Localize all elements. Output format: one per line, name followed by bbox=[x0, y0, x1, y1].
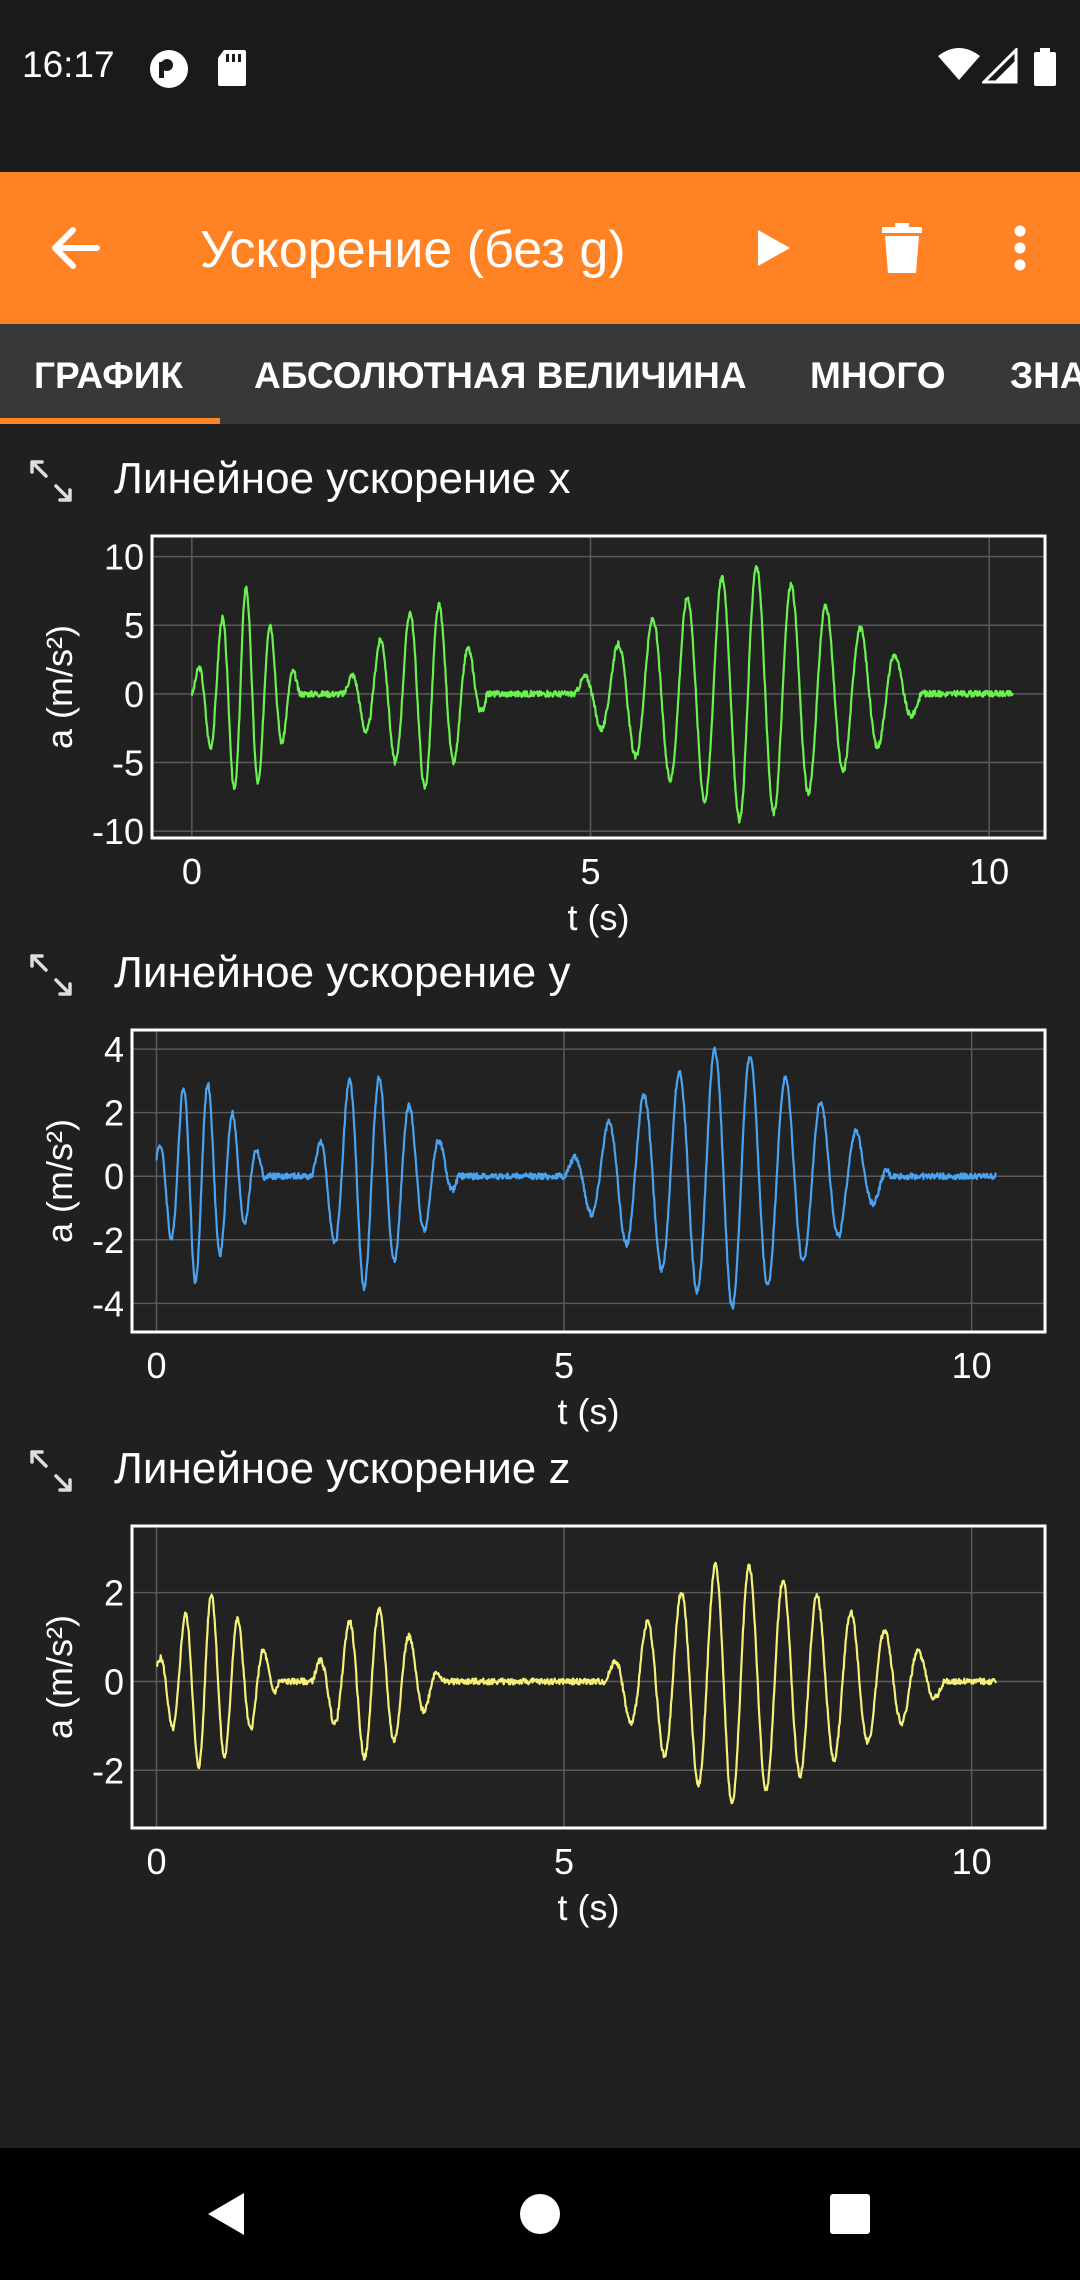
plot-z[interactable]: 0 5 10 -2 0 2 t (s) a (m/s²) bbox=[0, 1510, 1080, 1930]
x-tick-label: 0 bbox=[182, 851, 202, 892]
plot-area bbox=[132, 1030, 1045, 1332]
y-tick-label: -4 bbox=[92, 1283, 124, 1324]
y-axis-label: a (m/s²) bbox=[39, 1119, 80, 1243]
x-tick-label: 5 bbox=[554, 1345, 574, 1386]
y-tick-label: 0 bbox=[124, 674, 144, 715]
nav-recents-icon[interactable] bbox=[820, 2184, 880, 2244]
expand-icon[interactable] bbox=[28, 458, 74, 504]
tab-multi[interactable]: МНОГО bbox=[810, 355, 946, 396]
tab-bar: ГРАФИК АБСОЛЮТНАЯ ВЕЛИЧИНА МНОГО ЗНАЧ bbox=[0, 324, 1080, 424]
y-tick-label: -2 bbox=[92, 1220, 124, 1261]
y-axis-label: a (m/s²) bbox=[39, 625, 80, 749]
nav-back-icon[interactable] bbox=[196, 2184, 256, 2244]
arrow-left-icon[interactable] bbox=[36, 208, 116, 288]
y-axis-label: a (m/s²) bbox=[39, 1615, 80, 1739]
expand-icon[interactable] bbox=[28, 952, 74, 998]
x-tick-label: 10 bbox=[952, 1345, 992, 1386]
x-axis-label: t (s) bbox=[568, 897, 630, 938]
battery-icon bbox=[1034, 48, 1056, 91]
expand-icon[interactable] bbox=[28, 1448, 74, 1494]
series-line bbox=[155, 1046, 998, 1310]
x-tick-label: 10 bbox=[952, 1841, 992, 1882]
pocket-icon bbox=[148, 48, 190, 95]
x-tick-label: 10 bbox=[969, 851, 1009, 892]
plot-x[interactable]: 0 5 10 -10 -5 0 5 10 t (s) a (m/s²) bbox=[0, 520, 1080, 940]
plot-border bbox=[130, 1524, 1047, 1830]
status-time: 16:17 bbox=[22, 44, 115, 85]
series-line bbox=[156, 1561, 998, 1805]
x-axis-label: t (s) bbox=[558, 1391, 620, 1432]
plot-y[interactable]: 0 5 10 -4 -2 0 2 4 t (s) a (m/s²) bbox=[0, 1014, 1080, 1434]
sd-card-icon bbox=[216, 48, 248, 93]
x-tick-label: 0 bbox=[146, 1345, 166, 1386]
y-tick-label: -5 bbox=[112, 743, 144, 784]
plot-title-y: Линейное ускорение y bbox=[114, 948, 571, 997]
series-line bbox=[190, 565, 1015, 824]
tab-absolute-value[interactable]: АБСОЛЮТНАЯ ВЕЛИЧИНА bbox=[254, 355, 747, 396]
more-vert-icon[interactable] bbox=[980, 208, 1060, 288]
nav-home-icon[interactable] bbox=[510, 2184, 570, 2244]
y-tick-label: 0 bbox=[104, 1661, 124, 1702]
trash-icon[interactable] bbox=[862, 208, 942, 288]
tab-graph[interactable]: ГРАФИК bbox=[0, 324, 220, 424]
y-tick-label: -2 bbox=[92, 1750, 124, 1791]
plot-title-x: Линейное ускорение x bbox=[114, 454, 571, 503]
x-tick-label: 5 bbox=[581, 851, 601, 892]
plot-area bbox=[132, 1526, 1045, 1828]
y-tick-label: 10 bbox=[104, 537, 144, 578]
plot-area bbox=[152, 536, 1045, 838]
plot-border bbox=[150, 534, 1047, 840]
y-tick-label: 0 bbox=[104, 1156, 124, 1197]
tab-values[interactable]: ЗНАЧ bbox=[1010, 355, 1080, 396]
play-icon[interactable] bbox=[734, 208, 814, 288]
y-tick-label: 5 bbox=[124, 605, 144, 646]
navigation-bar bbox=[0, 2148, 1080, 2280]
x-axis-label: t (s) bbox=[558, 1887, 620, 1928]
y-tick-label: -10 bbox=[92, 811, 144, 852]
wifi-icon bbox=[938, 48, 980, 87]
x-tick-label: 0 bbox=[146, 1841, 166, 1882]
signal-icon bbox=[980, 46, 1018, 89]
y-tick-label: 2 bbox=[104, 1093, 124, 1134]
plot-title-z: Линейное ускорение z bbox=[114, 1444, 571, 1493]
status-bar: 16:17 bbox=[0, 0, 1080, 172]
y-tick-label: 4 bbox=[104, 1029, 124, 1070]
y-tick-label: 2 bbox=[104, 1573, 124, 1614]
plot-border bbox=[130, 1028, 1047, 1334]
page-title: Ускорение (без g) bbox=[200, 221, 626, 279]
x-tick-label: 5 bbox=[554, 1841, 574, 1882]
app-bar: Ускорение (без g) bbox=[0, 172, 1080, 324]
